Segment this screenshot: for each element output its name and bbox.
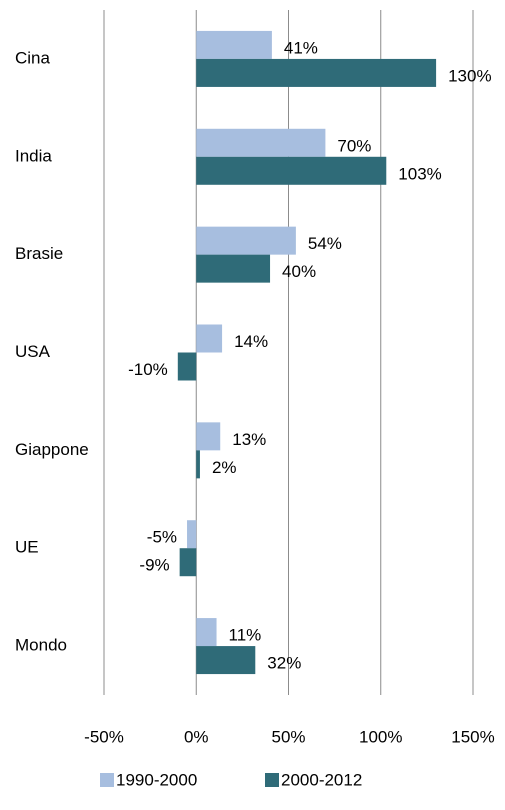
category-label: India [15, 146, 52, 165]
bar [177, 352, 197, 381]
bar [196, 450, 200, 479]
value-label: 2% [212, 458, 237, 477]
bar [196, 30, 272, 59]
category-label: Mondo [15, 636, 67, 655]
category-label: Cina [15, 48, 51, 67]
legend-swatch [100, 773, 114, 787]
bar [196, 254, 271, 283]
value-label: 40% [282, 262, 316, 281]
legend-swatch [265, 773, 279, 787]
bar [196, 646, 256, 675]
value-label: 41% [284, 38, 318, 57]
value-label: 13% [232, 430, 266, 449]
legend-label: 2000-2012 [281, 770, 362, 789]
bar [196, 128, 326, 157]
bar [196, 58, 437, 87]
category-label: USA [15, 342, 51, 361]
value-label: 32% [267, 654, 301, 673]
x-tick-label: 50% [271, 727, 305, 746]
value-label: 103% [398, 164, 441, 183]
x-tick-label: 150% [451, 727, 494, 746]
x-tick-label: 0% [184, 727, 209, 746]
value-label: -10% [128, 360, 168, 379]
value-label: 11% [229, 626, 262, 645]
bar [187, 520, 197, 549]
value-label: 130% [448, 66, 491, 85]
bar [196, 422, 221, 451]
bar [196, 618, 217, 647]
category-label: Giappone [15, 440, 89, 459]
x-tick-label: 100% [359, 727, 402, 746]
legend-label: 1990-2000 [116, 770, 197, 789]
value-label: 70% [337, 136, 371, 155]
value-label: 54% [308, 234, 342, 253]
x-tick-label: -50% [84, 727, 124, 746]
value-label: -9% [139, 556, 169, 575]
bar [196, 226, 296, 255]
value-label: 14% [234, 332, 268, 351]
value-label: -5% [147, 528, 177, 547]
bar [179, 548, 197, 577]
category-label: UE [15, 538, 39, 557]
bar [196, 324, 223, 353]
category-label: Brasie [15, 244, 63, 263]
bar [196, 156, 387, 185]
